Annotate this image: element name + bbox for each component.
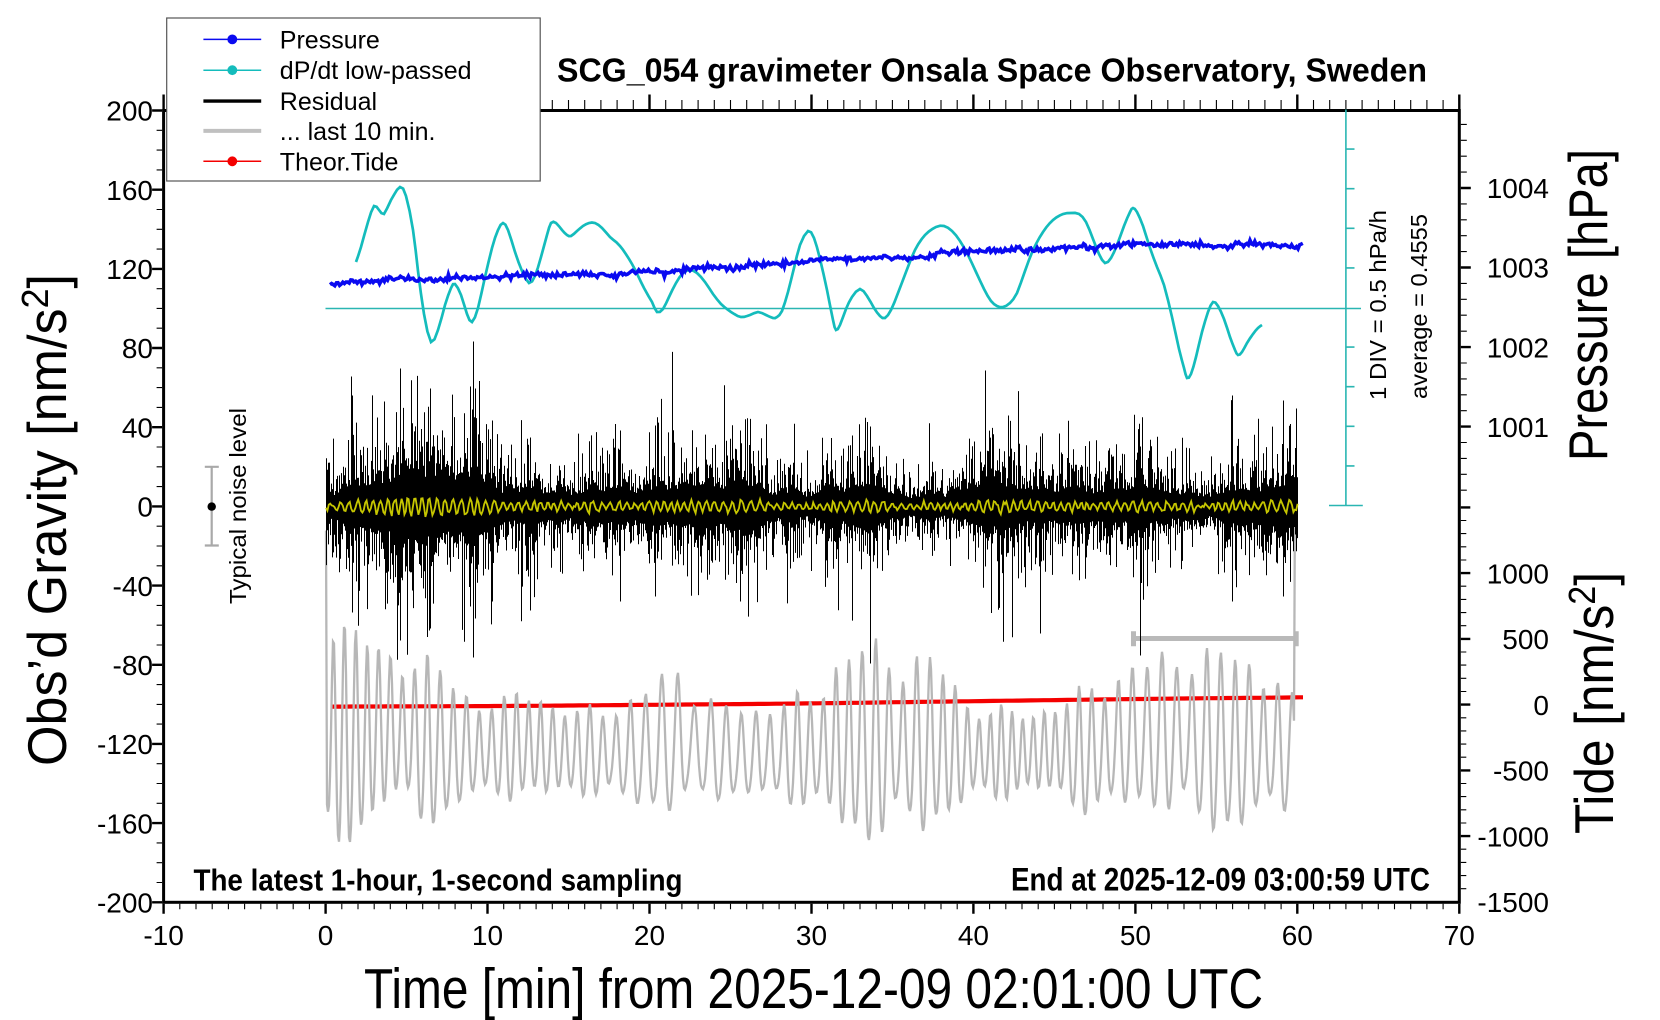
- svg-text:... last 10 min.: ... last 10 min.: [280, 118, 436, 146]
- svg-text:Theor.Tide: Theor.Tide: [280, 148, 399, 176]
- svg-text:average = 0.4555: average = 0.4555: [1406, 214, 1432, 399]
- svg-text:500: 500: [1502, 624, 1549, 655]
- svg-text:-1500: -1500: [1477, 887, 1549, 918]
- svg-text:Time [min] from 2025-12-09 02:: Time [min] from 2025-12-09 02:01:00 UTC: [364, 957, 1263, 1020]
- svg-text:Obs’d Gravity [nm/s2]: Obs’d Gravity [nm/s2]: [15, 274, 78, 766]
- svg-text:SCG_054 gravimeter Onsala Spac: SCG_054 gravimeter Onsala Space Observat…: [557, 52, 1427, 89]
- svg-text:0: 0: [137, 492, 153, 523]
- svg-text:0: 0: [1533, 690, 1549, 721]
- svg-text:1003: 1003: [1487, 253, 1549, 284]
- svg-text:-40: -40: [113, 571, 153, 602]
- svg-text:Residual: Residual: [280, 88, 377, 116]
- svg-text:Tide [nm/s2]: Tide [nm/s2]: [1562, 572, 1625, 834]
- svg-text:Pressure: Pressure: [280, 26, 380, 54]
- svg-text:1002: 1002: [1487, 332, 1549, 363]
- svg-text:1 DIV = 0.5 hPa/h: 1 DIV = 0.5 hPa/h: [1365, 210, 1391, 400]
- svg-text:-500: -500: [1493, 756, 1549, 787]
- svg-text:1000: 1000: [1487, 558, 1549, 589]
- svg-text:The latest 1-hour, 1-second sa: The latest 1-hour, 1-second sampling: [194, 863, 683, 898]
- svg-text:1001: 1001: [1487, 412, 1549, 443]
- svg-text:-200: -200: [97, 888, 153, 919]
- svg-text:30: 30: [796, 920, 827, 951]
- svg-text:40: 40: [958, 920, 989, 951]
- svg-text:40: 40: [122, 412, 153, 443]
- svg-text:dP/dt low-passed: dP/dt low-passed: [280, 57, 472, 85]
- svg-text:-80: -80: [113, 650, 153, 681]
- svg-text:End at 2025-12-09 03:00:59 UTC: End at 2025-12-09 03:00:59 UTC: [1011, 862, 1430, 898]
- svg-text:20: 20: [634, 920, 665, 951]
- svg-text:50: 50: [1120, 920, 1151, 951]
- svg-text:80: 80: [122, 333, 153, 364]
- svg-text:200: 200: [106, 96, 153, 127]
- svg-text:-10: -10: [143, 920, 183, 951]
- svg-text:Typical noise level: Typical noise level: [225, 408, 251, 604]
- svg-text:160: 160: [106, 175, 153, 206]
- svg-text:-120: -120: [97, 729, 153, 760]
- svg-text:1004: 1004: [1487, 173, 1549, 204]
- svg-text:0: 0: [318, 920, 334, 951]
- svg-text:-1000: -1000: [1477, 821, 1549, 852]
- svg-text:Pressure [hPa]: Pressure [hPa]: [1557, 149, 1619, 461]
- svg-text:70: 70: [1444, 920, 1475, 951]
- svg-text:10: 10: [472, 920, 503, 951]
- svg-text:-160: -160: [97, 808, 153, 839]
- svg-text:60: 60: [1282, 920, 1313, 951]
- svg-text:120: 120: [106, 254, 153, 285]
